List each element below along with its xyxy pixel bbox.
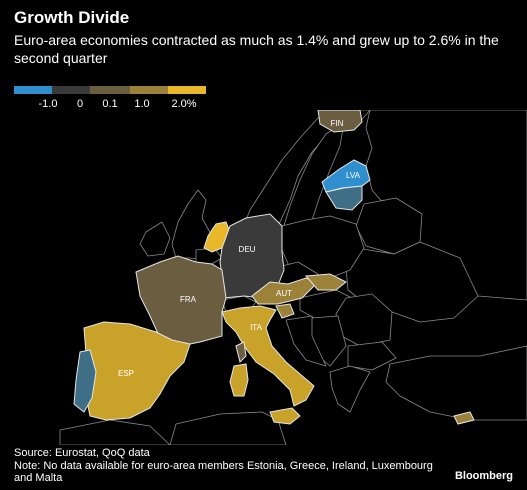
country-greece bbox=[329, 365, 371, 413]
legend-swatch-2 bbox=[52, 86, 90, 94]
country-algeria-tunisia bbox=[169, 411, 287, 445]
country-morocco bbox=[59, 419, 171, 445]
country-poland bbox=[281, 215, 365, 279]
legend-swatch-4 bbox=[130, 86, 168, 94]
legend-label-zero: 0 bbox=[76, 98, 84, 110]
label-deu: DEU bbox=[239, 245, 256, 254]
country-lithuania bbox=[325, 185, 363, 211]
label-lva: LVA bbox=[346, 171, 361, 180]
legend-swatch-5 bbox=[168, 86, 206, 94]
legend-label-one: 1.0 bbox=[134, 98, 150, 110]
country-finland bbox=[317, 110, 363, 133]
chart-subtitle: Euro-area economies contracted as much a… bbox=[14, 32, 499, 66]
label-aut: AUT bbox=[276, 289, 292, 298]
country-cyprus bbox=[453, 411, 475, 425]
color-legend: -1.0 0 0.1 1.0 2.0% bbox=[14, 86, 214, 116]
missing-data-note: Note: No data available for euro-area me… bbox=[14, 459, 433, 485]
country-sardinia bbox=[229, 363, 249, 397]
country-bulgaria bbox=[347, 341, 397, 371]
country-sicily bbox=[269, 407, 301, 425]
country-portugal bbox=[73, 349, 97, 413]
legend-swatch-1 bbox=[14, 86, 52, 94]
legend-label-neg1: -1.0 bbox=[38, 98, 58, 110]
country-corsica bbox=[235, 341, 247, 363]
legend-swatch-3 bbox=[90, 86, 130, 94]
europe-map: FIN LVA DEU FRA AUT ITA ESP bbox=[59, 110, 527, 445]
country-turkey bbox=[385, 345, 527, 421]
chart-footer: Source: Eurostat, QoQ data Note: No data… bbox=[14, 447, 434, 485]
legend-label-two: 2.0% bbox=[171, 98, 197, 110]
brand-logo: Bloomberg bbox=[454, 470, 513, 482]
label-ita: ITA bbox=[250, 323, 263, 332]
label-fin: FIN bbox=[331, 119, 344, 128]
country-slovenia bbox=[275, 303, 295, 319]
label-fra: FRA bbox=[180, 295, 197, 304]
country-slovakia bbox=[304, 273, 347, 291]
country-ireland bbox=[139, 221, 171, 257]
label-esp: ESP bbox=[118, 369, 134, 378]
country-uk bbox=[171, 189, 217, 261]
chart-title: Growth Divide bbox=[14, 8, 130, 27]
legend-label-point1: 0.1 bbox=[102, 98, 118, 110]
source-note: Source: Eurostat, QoQ data bbox=[14, 447, 150, 459]
country-croatia-bosnia bbox=[285, 315, 327, 367]
